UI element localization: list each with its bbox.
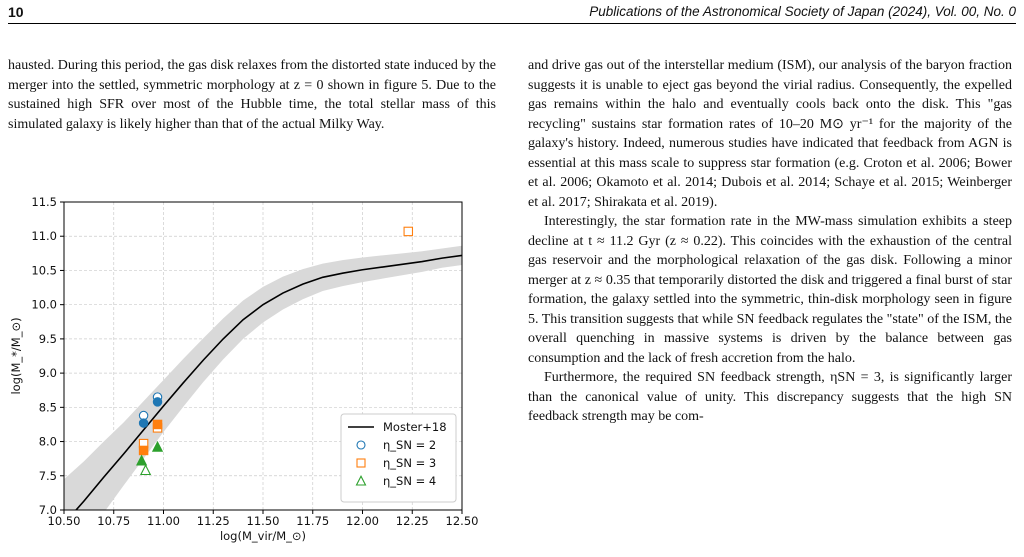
stellar-halo-mass-figure: 10.50 10.75 11.00 11.25 11.50 11.75 12.00 12.25… (9, 195, 479, 543)
x-tick-label: 10.75 (97, 514, 130, 528)
point-circle-filled-1 (152, 397, 163, 407)
x-tick-label: 11.75 (296, 514, 329, 528)
moster18-scatter-band (64, 245, 462, 510)
y-tick-label: 10.5 (31, 263, 57, 277)
point-triangle-open-0 (139, 464, 152, 476)
y-tick-label: 7.5 (39, 469, 57, 483)
x-tick-label: 11.25 (197, 514, 230, 528)
legend-marker-square (356, 458, 366, 468)
x-tick-label: 12.00 (346, 514, 379, 528)
x-tick-label: 11.50 (247, 514, 280, 528)
legend-box (340, 413, 457, 503)
x-tick-label: 11.00 (147, 514, 180, 528)
y-tick-label: 11.0 (31, 229, 57, 243)
y-tick-label: 7.0 (39, 503, 57, 517)
legend-label-circle: η_SN = 2 (383, 438, 436, 452)
page-number: 10 (8, 4, 24, 20)
point-square-filled-1 (152, 419, 163, 430)
legend-marker-triangle (355, 474, 367, 486)
y-tick-label: 10.0 (31, 298, 57, 312)
left-column: hausted. During this period, the gas dis… (8, 56, 496, 134)
legend-marker-circle (356, 440, 366, 450)
x-tick-label: 10.50 (48, 514, 81, 528)
x-tick-label: 12.50 (446, 514, 479, 528)
x-axis-label: log(M_vir/M_⊙) (220, 529, 306, 543)
legend-label-moster18: Moster+18 (383, 420, 447, 434)
right-column: and drive gas out of the interstellar me… (528, 56, 1012, 427)
y-tick-label: 9.5 (39, 332, 57, 346)
point-triangle-filled-1 (151, 440, 164, 452)
point-square-open-2 (403, 226, 414, 237)
right-paragraph-3: Furthermore, the required SN feedback st… (528, 370, 1012, 424)
y-tick-label: 8.0 (39, 435, 57, 449)
point-triangle-filled-0 (136, 454, 148, 466)
left-paragraph: hausted. During this period, the gas dis… (8, 58, 496, 132)
y-tick-label: 9.0 (39, 366, 57, 380)
moster18-line (74, 254, 462, 510)
y-tick-label: 8.5 (39, 400, 57, 414)
running-header: Publications of the Astronomical Society… (589, 4, 1016, 19)
y-tick-label: 11.5 (31, 195, 57, 209)
plot-content (64, 245, 462, 510)
x-tick-label: 12.25 (396, 514, 429, 528)
header-rule (8, 23, 1016, 24)
right-paragraph-1: and drive gas out of the interstellar me… (528, 58, 1012, 210)
y-axis-label: log(M_*/M_⊙) (9, 317, 23, 394)
point-square-filled-0 (138, 445, 149, 456)
point-circle-filled-0 (138, 418, 149, 428)
right-paragraph-2: Interestingly, the star formation rate i… (528, 214, 1012, 366)
legend-label-square: η_SN = 3 (383, 456, 436, 470)
legend-label-triangle: η_SN = 4 (383, 474, 436, 488)
